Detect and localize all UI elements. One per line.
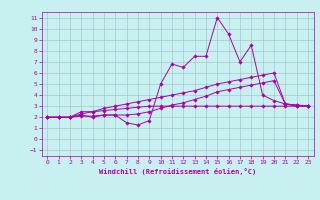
X-axis label: Windchill (Refroidissement éolien,°C): Windchill (Refroidissement éolien,°C) — [99, 168, 256, 175]
